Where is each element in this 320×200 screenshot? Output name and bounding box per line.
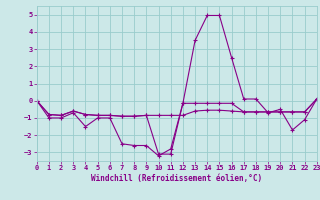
- X-axis label: Windchill (Refroidissement éolien,°C): Windchill (Refroidissement éolien,°C): [91, 174, 262, 183]
